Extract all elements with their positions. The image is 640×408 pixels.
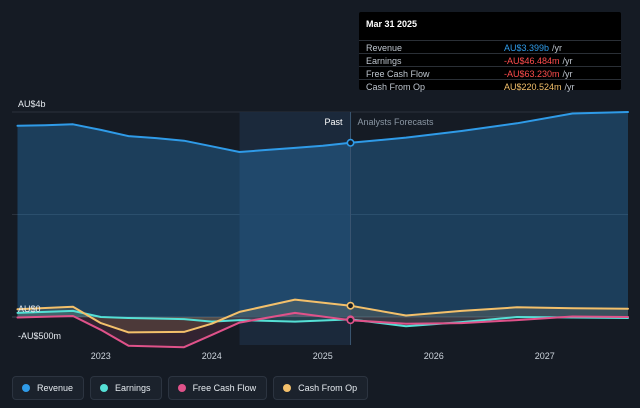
tooltip-row-label: Revenue bbox=[366, 43, 403, 53]
legend-item-cash-from-op[interactable]: Cash From Op bbox=[273, 376, 369, 400]
legend: Revenue Earnings Free Cash Flow Cash From O… bbox=[12, 376, 369, 400]
legend-dot-icon bbox=[100, 384, 109, 392]
free-cash-flow-line bbox=[16, 311, 629, 349]
legend-label: Earnings bbox=[115, 383, 151, 393]
y-tick-label: AU$4b bbox=[18, 99, 46, 109]
cash-from-op-marker bbox=[346, 301, 355, 310]
tooltip-row: Cash From Op AU$220.524m/yr bbox=[359, 79, 621, 93]
highlight-markers bbox=[346, 138, 355, 325]
tooltip-row: Earnings -AU$46.484m/yr bbox=[359, 53, 621, 67]
x-tick-label: 2027 bbox=[535, 351, 555, 361]
revenue-area bbox=[17, 112, 628, 317]
free-cash-flow-marker bbox=[346, 316, 355, 325]
revenue-marker bbox=[346, 138, 355, 147]
analysts-forecasts-label: Analysts Forecasts bbox=[358, 117, 435, 127]
legend-label: Free Cash Flow bbox=[192, 383, 257, 393]
tooltip-date: Mar 31 2025 bbox=[366, 19, 418, 29]
cash-from-op-line bbox=[16, 298, 629, 334]
legend-item-revenue[interactable]: Revenue bbox=[12, 376, 85, 400]
tooltip-row-label: Free Cash Flow bbox=[366, 69, 430, 79]
y-tick-label: -AU$500m bbox=[18, 331, 61, 341]
legend-item-earnings[interactable]: Earnings bbox=[90, 376, 162, 400]
legend-dot-icon bbox=[22, 384, 30, 392]
tooltip-row-value: -AU$46.484m/yr bbox=[504, 56, 573, 66]
tooltip-row-value: -AU$63.230m/yr bbox=[504, 69, 573, 79]
data-tooltip: Mar 31 2025 Revenue AU$3.399b/yr Earnings -… bbox=[359, 12, 621, 93]
legend-label: Cash From Op bbox=[298, 383, 358, 393]
x-axis-labels: 2023 2024 2025 2026 2027 bbox=[91, 351, 555, 361]
y-tick-label: AU$0 bbox=[18, 304, 41, 314]
x-tick-label: 2026 bbox=[424, 351, 444, 361]
earnings-area bbox=[17, 310, 628, 327]
tooltip-row: Revenue AU$3.399b/yr bbox=[359, 40, 621, 54]
tooltip-row-value: AU$3.399b/yr bbox=[504, 43, 563, 53]
past-label: Past bbox=[325, 117, 344, 127]
series-areas bbox=[17, 112, 628, 348]
x-tick-label: 2025 bbox=[313, 351, 333, 361]
legend-dot-icon bbox=[283, 384, 292, 392]
tooltip-row-value: AU$220.524m/yr bbox=[504, 82, 575, 92]
series-lines bbox=[16, 111, 629, 349]
legend-dot-icon bbox=[177, 384, 186, 392]
y-axis-labels: AU$4b AU$0 -AU$500m bbox=[18, 99, 61, 341]
legend-label: Revenue bbox=[37, 383, 74, 393]
x-tick-label: 2023 bbox=[91, 351, 111, 361]
tooltip-row-label: Earnings bbox=[366, 56, 402, 66]
tooltip-row: Free Cash Flow -AU$63.230m/yr bbox=[359, 66, 621, 80]
revenue-line bbox=[16, 111, 629, 153]
earnings-revenue-chart: AU$4b AU$0 -AU$500m 2023 2024 2025 2026 2027 P… bbox=[12, 99, 629, 361]
x-tick-label: 2024 bbox=[202, 351, 222, 361]
tooltip-row-label: Cash From Op bbox=[366, 82, 426, 92]
earnings-line bbox=[16, 309, 629, 328]
legend-item-free-cash-flow[interactable]: Free Cash Flow bbox=[167, 376, 268, 400]
